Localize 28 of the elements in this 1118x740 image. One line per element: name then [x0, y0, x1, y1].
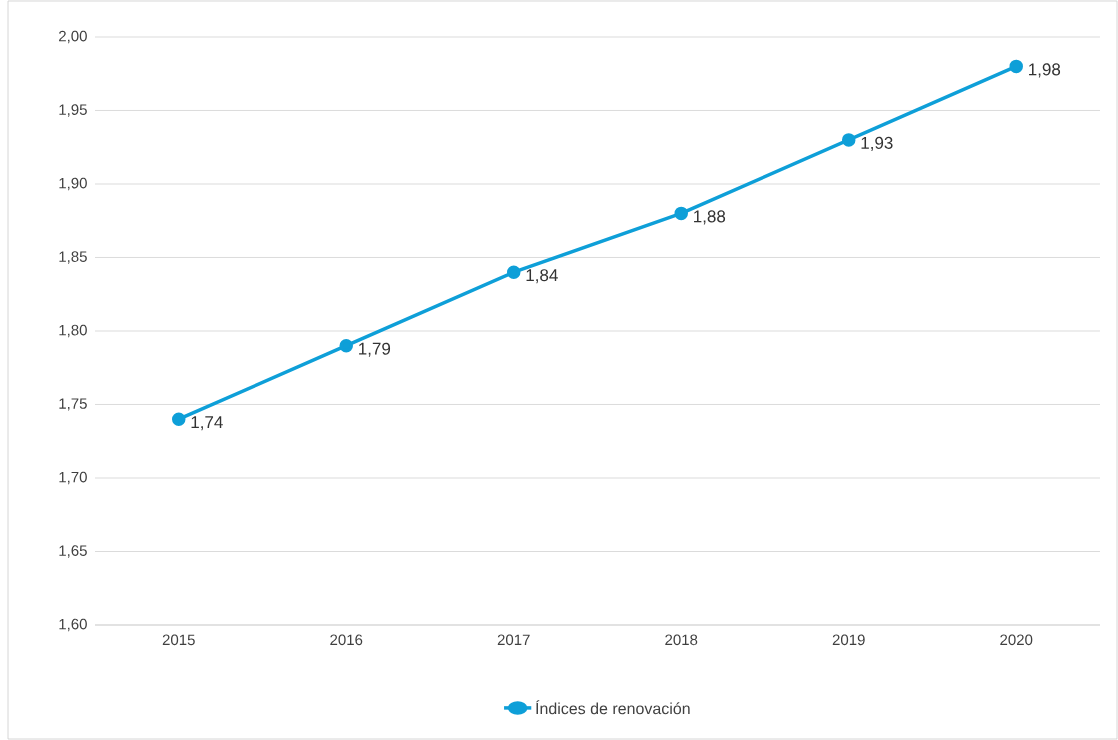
y-tick-label: 1,85	[59, 251, 87, 264]
y-tick-label: 2,00	[59, 30, 87, 44]
point	[1009, 59, 1023, 74]
data-label: 1,88	[694, 210, 726, 225]
x-tick-label: 2019	[832, 634, 865, 646]
x-tick-label: 2020	[1000, 634, 1033, 646]
y-tick-label: 1,95	[59, 104, 87, 117]
data-label: 1,93	[861, 136, 893, 151]
x-tick-label: 2015	[162, 634, 195, 646]
data-label: 1,84	[526, 269, 558, 284]
data-label: 1,74	[191, 416, 223, 431]
point	[674, 206, 688, 221]
x-tick-label: 2016	[330, 634, 363, 646]
y-tick-label: 1,90	[59, 177, 87, 191]
y-tick-label: 1,80	[59, 324, 87, 338]
legend-label: Índices de renovación	[536, 700, 690, 715]
x-tick-label: 2017	[497, 634, 530, 646]
data-label: 1,79	[359, 342, 391, 357]
point	[172, 412, 186, 426]
point	[339, 338, 353, 353]
point	[841, 133, 856, 147]
data-label: 1,98	[1029, 63, 1061, 78]
y-tick-label: 1,60	[59, 618, 87, 632]
x-tick-label: 2018	[665, 634, 698, 646]
y-tick-label: 1,75	[59, 398, 87, 411]
point	[506, 265, 521, 279]
y-tick-label: 1,65	[59, 545, 87, 558]
y-tick-label: 1,70	[59, 471, 87, 485]
